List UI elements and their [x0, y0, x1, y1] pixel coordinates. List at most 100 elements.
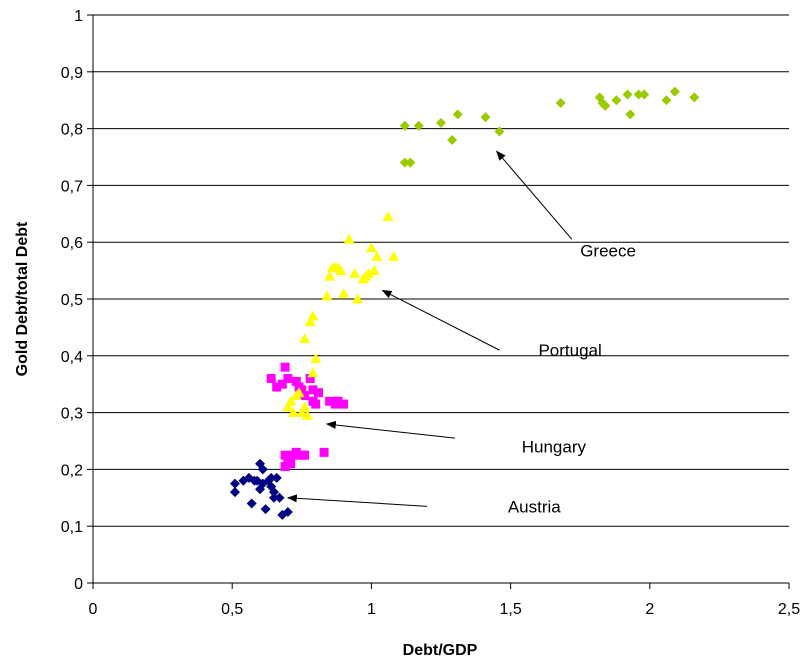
data-point — [319, 447, 329, 457]
data-point — [299, 401, 311, 412]
y-tick-label: 0,4 — [61, 349, 83, 366]
y-tick-label: 0,5 — [61, 292, 83, 309]
x-tick-label: 0,5 — [221, 601, 243, 618]
data-point — [297, 385, 307, 395]
data-point — [633, 89, 644, 100]
data-point — [600, 100, 611, 111]
data-point — [669, 86, 680, 97]
data-point — [639, 89, 650, 100]
data-point — [246, 498, 257, 509]
data-point — [365, 242, 377, 253]
data-point — [268, 487, 279, 498]
data-point — [343, 233, 355, 244]
data-point — [266, 472, 277, 483]
data-point — [305, 374, 315, 384]
data-point — [293, 387, 305, 398]
data-point — [325, 396, 335, 406]
data-point — [371, 250, 383, 261]
data-point — [338, 287, 350, 298]
tick-labels: 0 0,1 0,2 0,3 0,4 0,5 0,6 0,7 0,8 0,9 1 0 0,5 1 1,5 2 2,… — [61, 8, 800, 618]
data-point — [436, 117, 446, 128]
y-tick-label: 0,2 — [61, 462, 83, 479]
data-point — [314, 388, 324, 398]
series-austria — [229, 458, 293, 520]
annotation-arrow — [286, 494, 428, 507]
x-axis-title: Debt/GDP — [403, 642, 478, 659]
data-point — [447, 134, 458, 145]
data-point — [271, 472, 282, 483]
data-point — [300, 391, 310, 401]
annotation-label: Greece — [580, 242, 636, 261]
data-point — [300, 450, 310, 460]
data-point — [661, 95, 672, 106]
data-point — [335, 265, 347, 275]
data-point — [277, 379, 287, 389]
data-point — [268, 492, 279, 503]
data-point — [611, 95, 622, 106]
data-point — [399, 157, 410, 168]
data-point — [480, 112, 491, 123]
data-points — [229, 86, 700, 520]
data-point — [494, 126, 505, 137]
data-point — [405, 157, 416, 168]
data-point — [266, 374, 276, 384]
data-point — [399, 120, 410, 131]
series-portugal — [282, 211, 400, 420]
data-point — [310, 353, 322, 364]
y-tick-label: 0,8 — [61, 122, 83, 139]
series-greece — [399, 86, 700, 168]
x-tick-label: 2,5 — [778, 601, 800, 618]
data-point — [388, 250, 400, 261]
data-point — [286, 459, 296, 469]
data-point — [285, 395, 297, 406]
data-point — [622, 89, 633, 100]
data-point — [339, 399, 349, 409]
annotations: Greece Portugal Hungary Austria — [286, 150, 636, 516]
data-point — [689, 92, 700, 103]
data-point — [349, 267, 361, 278]
y-axis-title: Gold Debt/total Debt — [14, 221, 31, 376]
series-hungary — [266, 362, 349, 472]
data-point — [229, 487, 240, 498]
data-point — [307, 310, 319, 321]
data-point — [333, 396, 343, 406]
data-point — [382, 211, 394, 222]
data-point — [308, 385, 318, 395]
x-tick-label: 0 — [89, 601, 98, 618]
data-point — [413, 120, 424, 131]
data-point — [291, 376, 301, 386]
data-point — [625, 109, 636, 120]
y-tick-label: 0,1 — [61, 519, 83, 536]
x-tick-label: 2 — [645, 601, 654, 618]
data-point — [280, 462, 290, 472]
data-point — [287, 407, 299, 417]
data-point — [296, 407, 308, 417]
gridlines — [93, 14, 789, 527]
y-tick-label: 0,9 — [61, 65, 83, 82]
data-point — [307, 367, 319, 378]
data-point — [257, 464, 268, 475]
data-point — [282, 507, 293, 517]
data-point — [321, 290, 333, 301]
data-point — [291, 447, 301, 457]
y-tick-label: 1 — [74, 8, 83, 25]
data-point — [351, 293, 363, 304]
data-point — [280, 450, 290, 460]
y-tick-label: 0,3 — [61, 406, 83, 423]
data-point — [555, 98, 566, 109]
data-point — [283, 374, 293, 384]
annotation-arrow — [325, 420, 455, 439]
data-point — [304, 316, 316, 327]
data-point — [260, 504, 271, 515]
data-point — [368, 265, 380, 275]
data-point — [280, 362, 290, 372]
data-point — [452, 109, 463, 120]
annotation-arrow — [496, 150, 573, 240]
data-point — [301, 409, 313, 420]
data-point — [229, 478, 240, 489]
x-tick-label: 1 — [367, 601, 376, 618]
axes — [87, 14, 790, 589]
data-point — [282, 401, 294, 412]
y-tick-label: 0,6 — [61, 235, 83, 252]
